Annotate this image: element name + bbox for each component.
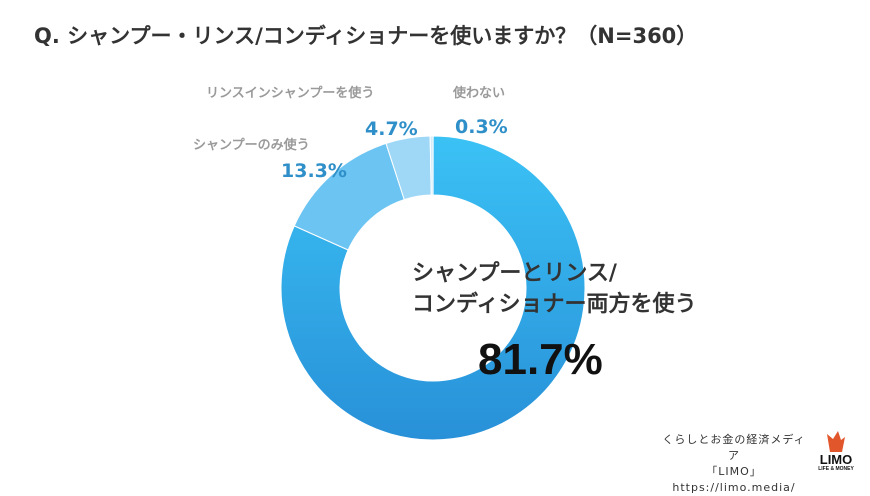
donut-slice-4: [429, 135, 434, 196]
slice-value-not-used: 0.3%: [455, 116, 508, 138]
credit-url: https://limo.media/: [672, 481, 796, 494]
limo-logo: LIMO LIFE & MONEY: [814, 428, 858, 476]
slice-value-rinse-in-shampoo: 4.7%: [365, 118, 418, 140]
chart-title: Q. シャンプー・リンス/コンディショナーを使いますか？（N=360）: [34, 24, 698, 48]
slice-value-both: 81.7%: [478, 335, 603, 384]
donut-slice-1: [280, 135, 586, 441]
logo-name: LIMO: [819, 452, 853, 467]
media-credit: くらしとお金の経済メディア 「LIMO」 https://limo.media/: [660, 432, 808, 496]
slice-label-not-used: 使わない: [453, 86, 506, 101]
slice-label-both: シャンプーとリンス/ コンディショナー両方を使う: [412, 258, 696, 320]
slice-label-rinse-in-shampoo: リンスインシャンプーを使う: [206, 86, 375, 101]
fox-icon: [827, 431, 845, 452]
credit-line1: くらしとお金の経済メディア: [662, 433, 806, 462]
slice-label-both-line1: シャンプーとリンス/: [412, 261, 617, 286]
credit-line2: 「LIMO」: [706, 465, 762, 478]
slice-label-shampoo-only: シャンプーのみ使う: [193, 138, 310, 153]
slice-value-shampoo-only: 13.3%: [281, 160, 347, 182]
logo-tagline: LIFE & MONEY: [818, 466, 854, 472]
slice-label-both-line2: コンディショナー両方を使う: [412, 292, 697, 317]
